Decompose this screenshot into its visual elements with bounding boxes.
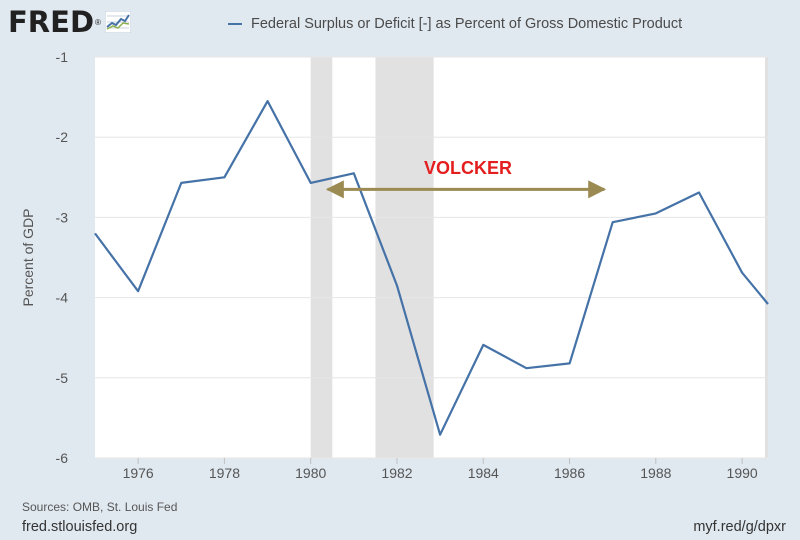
line-chart-icon [104,11,131,33]
y-tick-label: -5 [56,370,69,386]
site-link[interactable]: fred.stlouisfed.org [22,519,138,535]
y-tick-label: -3 [56,209,69,225]
logo-text: FRED [8,5,95,39]
recession-band-edge [765,57,768,458]
chart-legend: Federal Surplus or Deficit [-] as Percen… [228,16,682,32]
y-tick-label: -2 [56,129,69,145]
x-tick-label: 1980 [295,465,326,481]
recession-band [375,57,434,458]
recession-band [310,57,333,458]
y-axis-label: Percent of GDP [20,208,36,306]
legend-label: Federal Surplus or Deficit [-] as Percen… [251,16,683,32]
y-tick-label: -6 [56,450,69,466]
y-tick-label: -4 [56,290,69,306]
registered-mark: ® [95,17,101,27]
legend-swatch [228,23,242,25]
fred-logo[interactable]: FRED ® [8,4,131,40]
y-tick-label: -1 [56,49,69,65]
sources-note: Sources: OMB, St. Louis Fed [22,500,178,514]
x-tick-label: 1988 [640,465,671,481]
volcker-annotation: VOLCKER [424,158,513,178]
x-tick-label: 1982 [381,465,412,481]
line-chart: -1 -2 -3 -4 -5 -6 1976 1978 1980 1982 1984 1986 1988… [20,49,769,481]
x-tick-label: 1978 [209,465,240,481]
x-tick-label: 1976 [123,465,154,481]
short-url-link[interactable]: myf.red/g/dpxr [693,519,786,535]
x-tick-label: 1986 [554,465,585,481]
x-tick-label: 1984 [468,465,499,481]
x-tick-label: 1990 [727,465,758,481]
